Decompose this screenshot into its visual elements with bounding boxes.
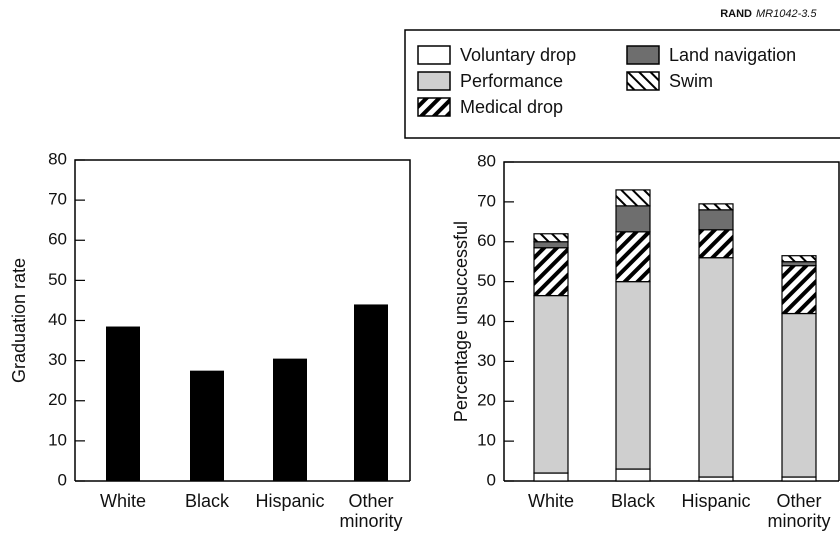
x-tick-label: Other minority [767, 491, 831, 531]
bar-segment [698, 229, 734, 259]
bar-segment [781, 312, 817, 478]
bar-segment [615, 189, 651, 207]
bar-segment [698, 203, 734, 211]
bar [354, 304, 388, 481]
bar [190, 370, 224, 481]
x-tick-label: White [99, 491, 146, 511]
bar-segment [698, 257, 734, 478]
x-tick-label: Black [184, 491, 229, 511]
y-tick-label: 40 [477, 311, 496, 330]
legend-label: Performance [460, 71, 563, 91]
y-tick-label: 70 [477, 191, 496, 210]
bar-segment [533, 247, 569, 297]
y-axis-label: Graduation rate [9, 258, 29, 383]
legend-swatch [417, 45, 451, 65]
bar-segment [615, 281, 651, 470]
bar-segment [781, 265, 817, 315]
bar-segment [698, 209, 734, 231]
y-tick-label: 30 [477, 351, 496, 370]
x-tick-label: White [527, 491, 574, 511]
y-tick-label: 0 [58, 470, 67, 489]
x-tick-label: Black [610, 491, 655, 511]
x-tick-label: Other minority [339, 491, 403, 531]
y-tick-label: 10 [477, 431, 496, 450]
y-axis-label: Percentage unsuccessful [451, 221, 471, 422]
legend-box [404, 29, 840, 139]
y-tick-label: 50 [477, 271, 496, 290]
y-tick-label: 60 [477, 231, 496, 250]
bar [273, 358, 307, 481]
y-tick-label: 50 [48, 270, 67, 289]
y-tick-label: 40 [48, 310, 67, 329]
bar-segment [781, 255, 817, 263]
bar-segment [615, 231, 651, 283]
legend-swatch [417, 71, 451, 91]
bar-segment [615, 468, 651, 482]
bar-segment [533, 294, 569, 474]
x-tick-label: Hispanic [681, 491, 751, 511]
bar [106, 326, 140, 481]
y-tick-label: 0 [487, 470, 496, 489]
source-org: RAND [720, 8, 752, 20]
y-tick-label: 80 [477, 151, 496, 170]
y-tick-label: 70 [48, 190, 67, 209]
bar-segment [533, 241, 569, 249]
y-tick-label: 60 [48, 230, 67, 249]
bar-segment [533, 472, 569, 482]
bar-segment [533, 233, 569, 243]
y-tick-label: 30 [48, 350, 67, 369]
legend-label: Swim [669, 71, 713, 91]
source-id: MR1042-3.5 [756, 8, 817, 20]
bar-segment [615, 205, 651, 233]
legend-label: Voluntary drop [460, 45, 576, 65]
legend-label: Land navigation [669, 45, 796, 65]
legend-swatch [626, 71, 660, 91]
y-tick-label: 20 [477, 391, 496, 410]
x-tick-label: Hispanic [255, 491, 325, 511]
legend-swatch [626, 45, 660, 65]
y-tick-label: 20 [48, 390, 67, 409]
y-tick-label: 80 [48, 149, 67, 168]
y-tick-label: 10 [48, 430, 67, 449]
legend-swatch [417, 97, 451, 117]
legend-label: Medical drop [460, 97, 563, 117]
